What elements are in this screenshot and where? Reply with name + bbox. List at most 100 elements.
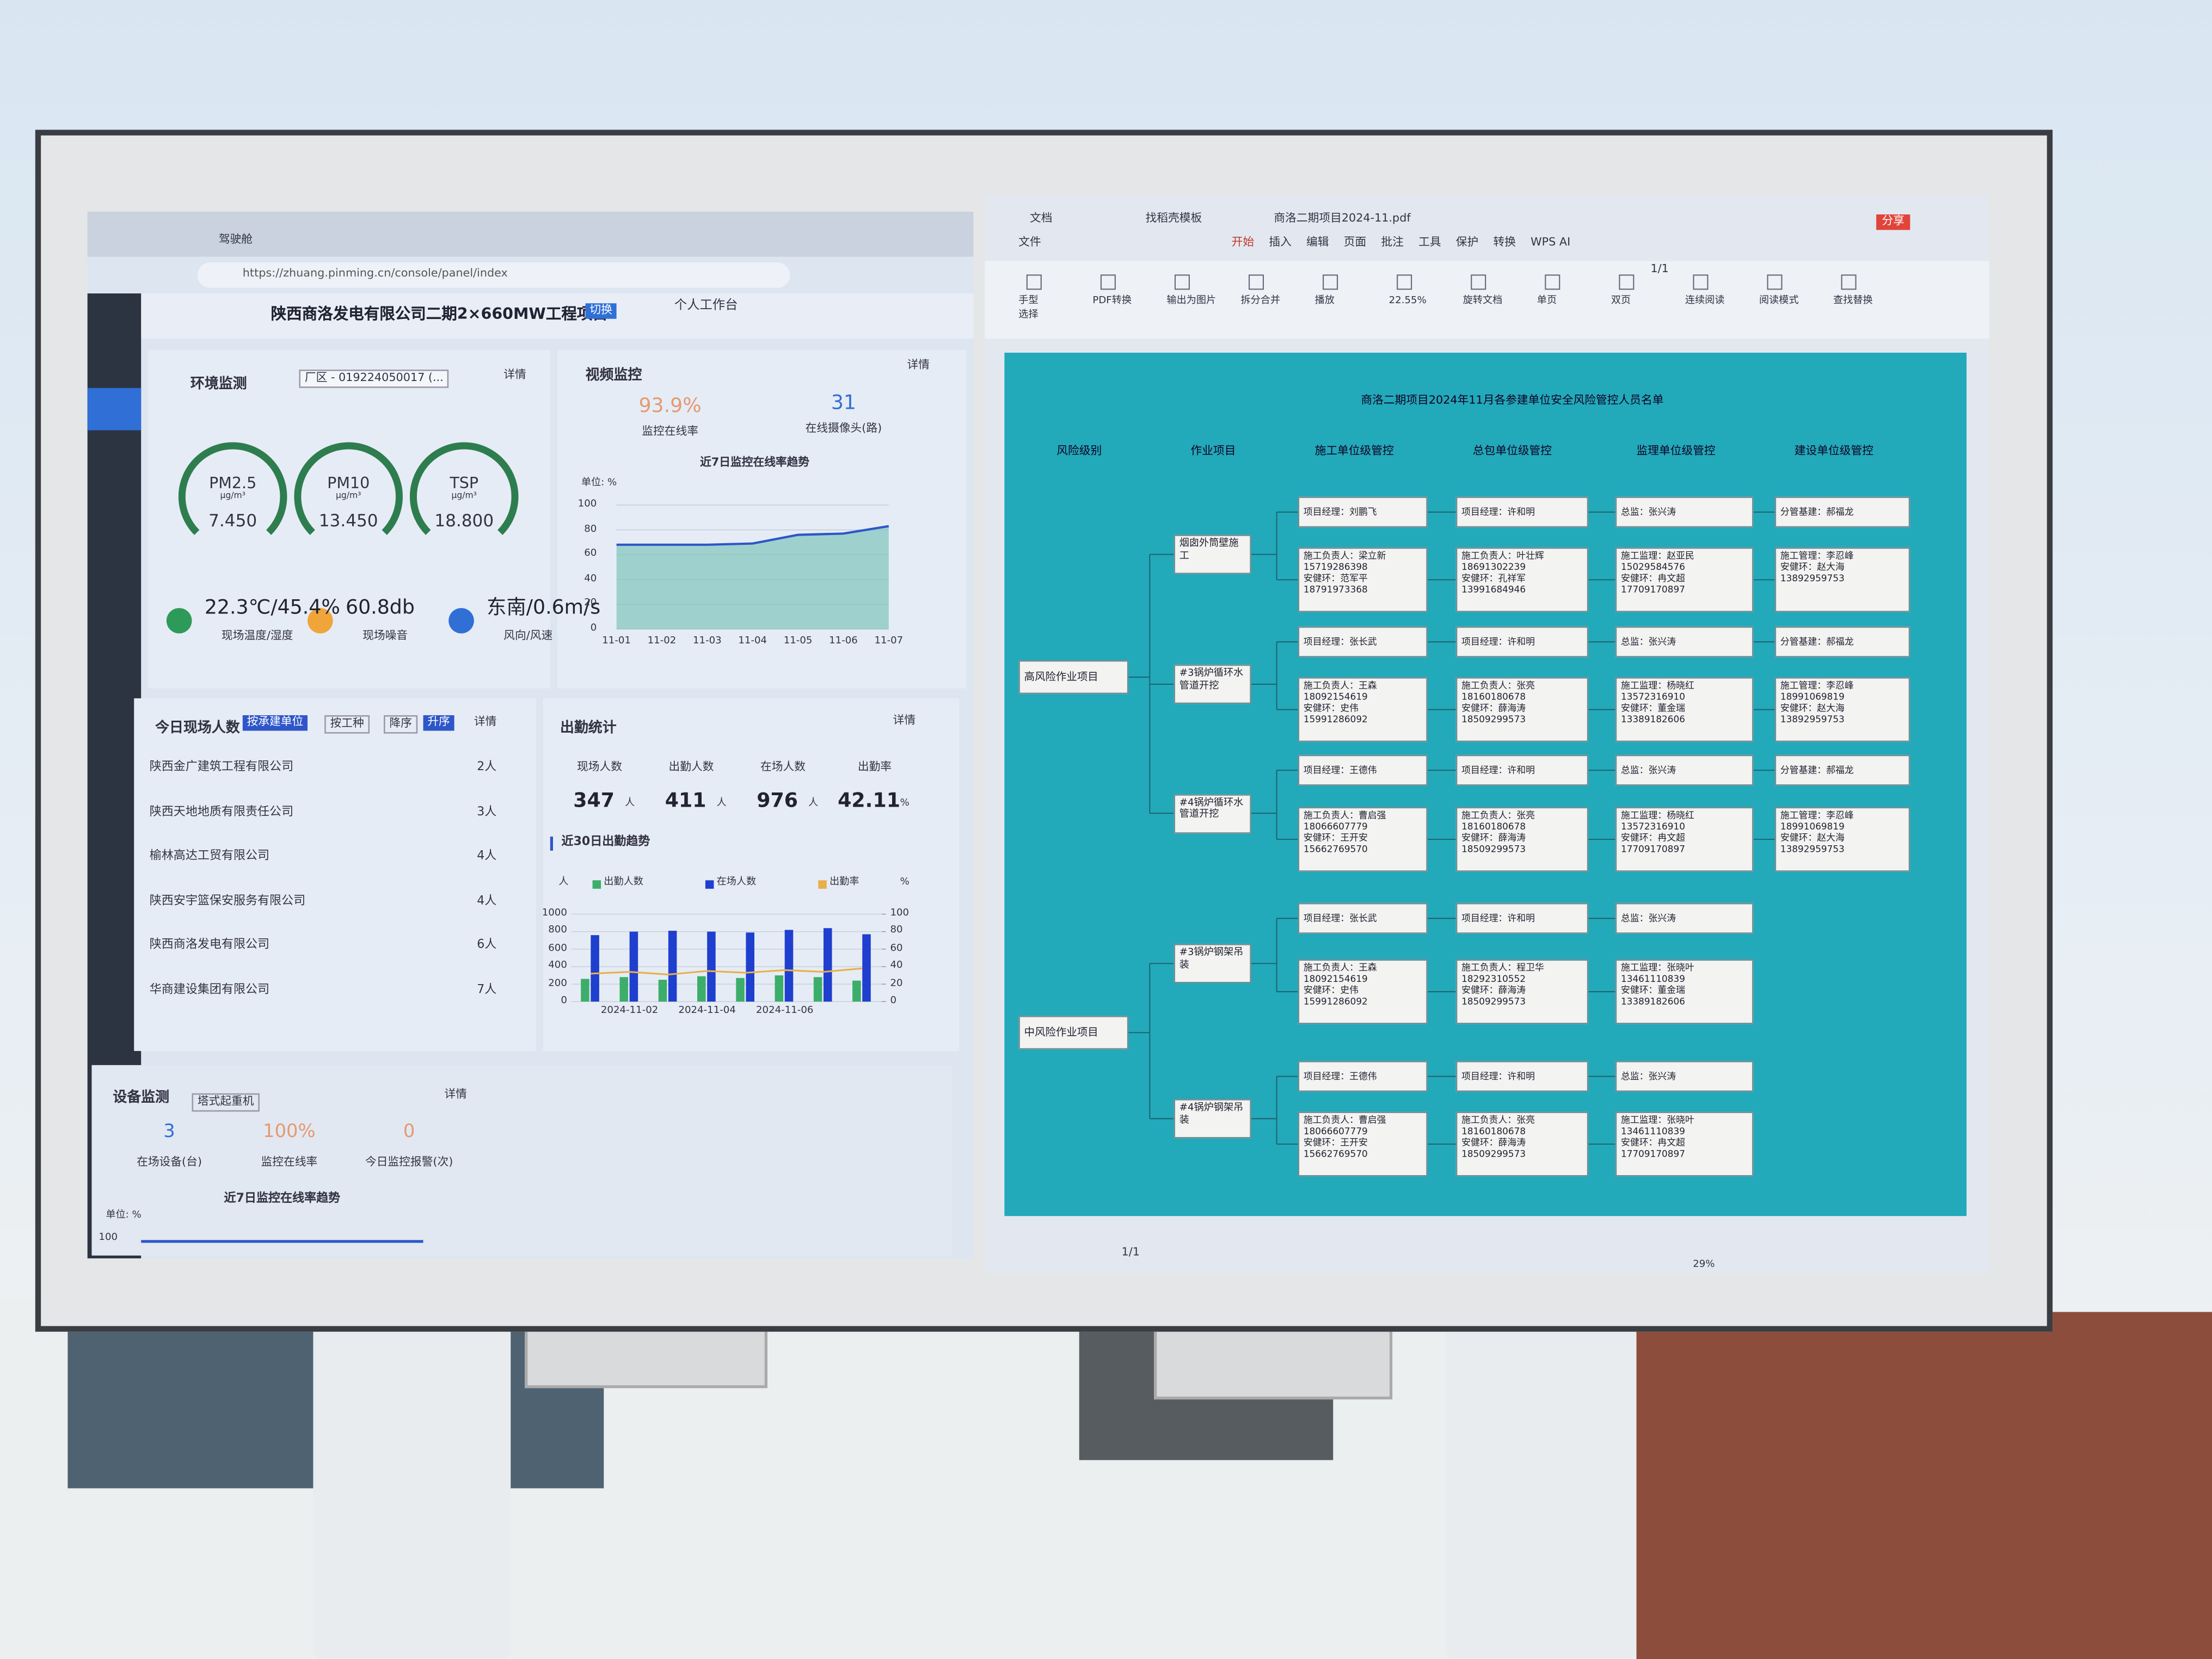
legend-label: 在场人数	[716, 876, 757, 888]
menu-item[interactable]: 编辑	[1306, 235, 1329, 249]
box-line: 13389182606	[1621, 996, 1685, 1008]
tool-button[interactable]: 22.55%	[1388, 294, 1427, 306]
tool-button[interactable]: 阅读模式	[1759, 294, 1799, 306]
stat-unit: 人	[716, 797, 727, 809]
app-tab[interactable]: 文档	[1030, 211, 1053, 225]
legend-label: 出勤人数	[604, 876, 643, 888]
site-select: 厂区 - 019224050017 (...	[299, 370, 450, 388]
menu-item[interactable]: 转换	[1493, 235, 1516, 249]
stat-unit: 人	[625, 797, 635, 809]
stat-label: 监控在线率	[261, 1155, 318, 1169]
box-line: 项目经理：刘鹏飞	[1303, 506, 1377, 518]
tool-button[interactable]: 双页	[1611, 294, 1631, 306]
menu-item[interactable]: 批注	[1381, 235, 1404, 249]
box-line: 施工负责人：王森	[1303, 962, 1377, 974]
tool-button[interactable]: 拆分合并	[1240, 294, 1281, 306]
box-line: #4锅炉钢架吊装	[1179, 1102, 1244, 1126]
menu-item[interactable]: 开始	[1231, 235, 1255, 249]
card	[148, 349, 550, 689]
box-line: #4锅炉循环水管道开挖	[1179, 796, 1244, 820]
y-tick-label: 600	[548, 942, 567, 954]
count: 7人	[477, 982, 497, 997]
tab[interactable]: 按工种	[324, 715, 370, 734]
box-line: 施工负责人：张亮	[1461, 809, 1535, 821]
x-tick-label: 11-03	[692, 635, 722, 647]
pillar	[313, 1312, 511, 1659]
box-line: 18991069819	[1780, 691, 1845, 703]
workspace: 个人工作台	[674, 299, 738, 314]
tab[interactable]: 按承建单位	[242, 715, 308, 731]
reading-label: 现场噪音	[362, 629, 408, 642]
select-tool[interactable]: 选择	[1018, 309, 1039, 321]
manager-box: 分管基建：郝福龙	[1774, 496, 1910, 528]
area	[616, 526, 889, 629]
menu-item[interactable]: 插入	[1269, 235, 1292, 249]
gauge-arc	[409, 442, 519, 535]
tool-button[interactable]: PDF转换	[1092, 294, 1132, 306]
box-line: 13892959753	[1780, 844, 1845, 856]
menu-item[interactable]: 文件	[1018, 235, 1041, 249]
box-line: 施工监理：赵亚民	[1621, 550, 1694, 562]
bar	[668, 931, 677, 1002]
stat-label: 在场设备(台)	[137, 1155, 202, 1169]
box-line: 13892959753	[1780, 714, 1845, 726]
box-line: 18092154619	[1303, 973, 1368, 985]
title-marker	[550, 836, 553, 851]
tool-icon	[1471, 274, 1486, 290]
tool-button[interactable]: 旋转文档	[1463, 294, 1503, 306]
menu-item[interactable]: 页面	[1343, 235, 1367, 249]
switch-button: 切换	[585, 303, 617, 319]
legend-swatch	[592, 880, 601, 889]
count: 4人	[477, 849, 497, 864]
legend-label: 出勤率	[830, 876, 859, 888]
gauge-name: TSP	[450, 474, 479, 493]
manager-box: 项目经理：王德伟	[1298, 754, 1428, 786]
box-line: 施工负责人：程卫华	[1461, 962, 1544, 974]
x-tick-label: 11-06	[829, 635, 858, 647]
reading-icon	[166, 608, 192, 634]
stat-label: 今日监控报警(次)	[365, 1155, 453, 1169]
tool-button[interactable]: 输出为图片	[1166, 294, 1216, 306]
box-line: 15662769570	[1303, 1148, 1368, 1160]
box-line: 安健环：薛海涛	[1461, 832, 1526, 844]
company: 陕西商洛发电有限公司	[149, 938, 270, 953]
company: 陕西天地地质有限责任公司	[149, 804, 294, 819]
work-item: #3锅炉循环水管道开挖	[1173, 664, 1251, 704]
tool-button[interactable]: 连续阅读	[1685, 294, 1725, 306]
app-tab[interactable]: 商洛二期项目2024-11.pdf	[1274, 211, 1411, 225]
bar	[658, 980, 667, 1002]
box-line: 总监：张兴涛	[1621, 506, 1676, 518]
reading-icon	[448, 608, 474, 634]
tool-button[interactable]: 查找替换	[1833, 294, 1873, 306]
menu-item[interactable]: 工具	[1418, 235, 1441, 249]
status-page: 1/1	[1121, 1245, 1140, 1258]
box-line: 13892959753	[1780, 573, 1845, 585]
x-tick-label: 2024-11-04	[678, 1004, 736, 1016]
tool-button[interactable]: 播放	[1314, 294, 1335, 306]
tool-button[interactable]: 手型	[1018, 294, 1039, 306]
menu-item[interactable]: WPS AI	[1531, 235, 1571, 249]
manager-box: 项目经理：许和明	[1455, 496, 1589, 528]
tab[interactable]: 升序	[423, 715, 454, 731]
y2-tick-label: 100	[890, 907, 910, 919]
box-line: 总监：张兴涛	[1621, 636, 1676, 648]
manager-box: 总监：张兴涛	[1615, 626, 1754, 658]
box-line: 高风险作业项目	[1024, 670, 1098, 683]
column-header: 作业项目	[1190, 444, 1236, 457]
contact-box: 施工负责人：曹启强 18066607779 安健环：王开安 15662769570	[1298, 807, 1428, 872]
gauge-unit: μg/m³	[451, 490, 477, 501]
box-line: 13572316910	[1621, 691, 1685, 703]
box-line: 17709170897	[1621, 584, 1685, 596]
box-line: 安健环：冉文超	[1621, 1137, 1685, 1149]
box-line: 安健环：冉文超	[1621, 573, 1685, 585]
stat-value: 100%	[263, 1121, 316, 1143]
app-tab[interactable]: 找稻壳模板	[1145, 211, 1202, 225]
tool-icon	[1100, 274, 1116, 290]
tool-button[interactable]: 单页	[1537, 294, 1557, 306]
box-line: 安健环：王开安	[1303, 1137, 1368, 1149]
share-button[interactable]: 分享	[1876, 214, 1910, 230]
tab[interactable]: 降序	[383, 715, 418, 734]
y-tick-label: 200	[548, 977, 567, 988]
box-line: 施工负责人：张亮	[1461, 1114, 1535, 1126]
menu-item[interactable]: 保护	[1455, 235, 1479, 249]
